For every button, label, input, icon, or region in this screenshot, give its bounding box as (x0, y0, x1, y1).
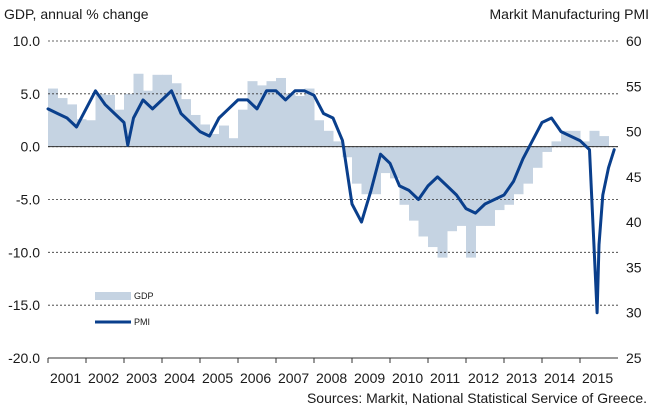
right-tick-label: 35 (626, 259, 642, 275)
gdp-bar (171, 83, 182, 147)
gdp-bar (551, 141, 562, 147)
gdp-bar (95, 93, 106, 147)
source-note: Sources: Markit, National Statistical Se… (306, 390, 647, 406)
left-tick-label: 0.0 (21, 139, 41, 155)
gdp-bar (228, 138, 239, 147)
gdp-bar (238, 109, 248, 147)
gdp-bar (475, 146, 486, 226)
gdp-bar (485, 146, 495, 226)
left-tick-label: 10.0 (13, 33, 40, 49)
gdp-bars (48, 73, 609, 258)
x-tick-label: 2005 (202, 370, 233, 386)
legend-gdp-swatch (95, 292, 131, 300)
gdp-bar (589, 130, 600, 147)
right-tick-label: 60 (626, 33, 642, 49)
gdp-bar (124, 93, 134, 147)
right-tick-label: 30 (626, 305, 642, 321)
x-tick-label: 2011 (430, 370, 460, 386)
grid-lines (48, 40, 618, 359)
gdp-bar (143, 90, 153, 147)
left-tick-label: 5.0 (21, 86, 41, 102)
left-axis-ticks: 10.0 5.0 0.0 -5.0 -10.0 -15.0 -20.0 (8, 33, 40, 366)
gdp-bar (152, 74, 163, 147)
pmi-line (46, 89, 616, 315)
gdp-bar (390, 146, 400, 179)
x-tick-label: 2004 (164, 370, 195, 386)
left-tick-label: -10.0 (8, 244, 40, 260)
x-tick-label: 2009 (354, 370, 385, 386)
legend: GDP PMI (95, 291, 154, 327)
gdp-bar (257, 85, 267, 147)
gdp-bar (67, 104, 77, 147)
gdp-bar (599, 136, 609, 147)
legend-pmi-label: PMI (134, 317, 150, 327)
gdp-bar (428, 146, 438, 248)
x-tick-label: 2006 (240, 370, 271, 386)
gdp-bar (181, 99, 191, 147)
gdp-bar (494, 146, 505, 211)
right-tick-label: 25 (626, 350, 642, 366)
left-tick-label: -20.0 (8, 350, 40, 366)
gdp-bar (504, 146, 514, 205)
gdp-bar (114, 109, 125, 147)
gdp-bar (561, 130, 571, 147)
right-tick-label: 50 (626, 124, 642, 140)
gdp-bar (399, 146, 410, 205)
left-tick-label: -15.0 (8, 297, 40, 313)
gdp-bar (190, 114, 201, 147)
x-tick-label: 2012 (468, 370, 499, 386)
gdp-bar (409, 146, 419, 221)
right-axis-title: Markit Manufacturing PMI (489, 6, 650, 22)
gdp-bar (542, 146, 552, 152)
left-tick-label: -5.0 (16, 192, 40, 208)
gdp-bar (352, 146, 362, 184)
gdp-bar (266, 81, 277, 147)
gdp-bar (323, 130, 334, 147)
right-tick-label: 55 (626, 78, 642, 94)
gdp-bar (219, 125, 229, 147)
x-tick-label: 2015 (582, 370, 613, 386)
right-tick-label: 40 (626, 214, 642, 230)
gdp-bar (285, 93, 296, 147)
right-tick-label: 45 (626, 169, 642, 185)
x-tick-label: 2014 (544, 370, 575, 386)
gdp-bar (532, 146, 543, 168)
gdp-bar (437, 146, 448, 258)
pmi-line-layer (46, 89, 616, 315)
gdp-bar (456, 146, 467, 226)
x-tick-label: 2003 (126, 370, 157, 386)
x-tick-label: 2007 (278, 370, 309, 386)
gdp-bar (76, 119, 87, 147)
gdp-bar (295, 95, 305, 147)
gdp-bar (523, 146, 533, 184)
gdp-bar (314, 120, 324, 147)
right-axis-ticks: 60 55 50 45 40 35 30 25 (626, 33, 642, 366)
legend-gdp-label: GDP (134, 291, 154, 301)
gdp-bar (162, 74, 172, 147)
gdp-bar (86, 120, 96, 147)
gdp-bar (57, 98, 68, 147)
gdp-bar (466, 146, 476, 258)
x-tick-label: 2002 (88, 370, 119, 386)
left-axis-title: GDP, annual % change (4, 6, 149, 22)
gdp-bar (247, 81, 258, 147)
x-axis-ticks: 2001 2002 2003 2004 2005 2006 2007 2008 2009 2010… (47, 358, 613, 386)
gdp-bar (276, 77, 286, 147)
gdp-bar (342, 146, 353, 158)
x-tick-label: 2010 (392, 370, 423, 386)
x-tick-label: 2008 (316, 370, 347, 386)
gdp-bar (333, 141, 343, 147)
gdp-bar (361, 146, 372, 195)
x-tick-label: 2001 (50, 370, 81, 386)
x-tick-label: 2013 (506, 370, 537, 386)
gdp-bar (209, 133, 220, 147)
gdp-bar (304, 88, 315, 147)
gdp-bar (48, 88, 58, 147)
gdp-bar (105, 94, 115, 147)
